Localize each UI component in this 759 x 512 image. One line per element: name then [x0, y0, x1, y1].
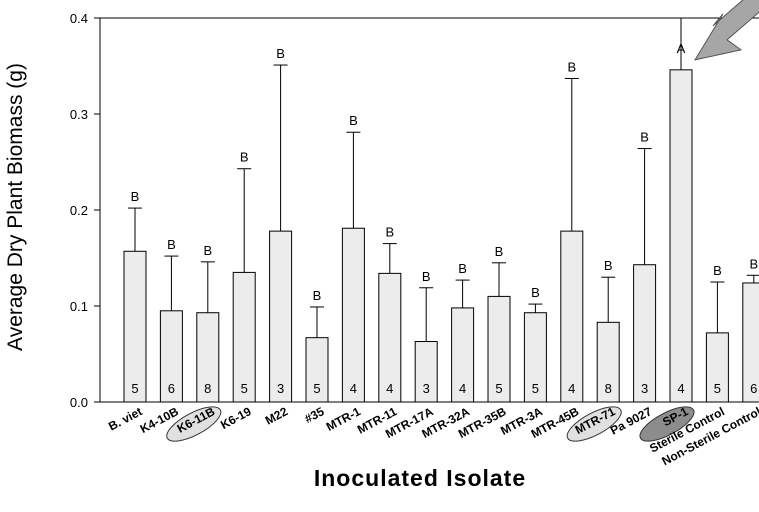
group-letter: A: [677, 41, 686, 56]
bar: [669, 69, 693, 403]
sample-size-label: 8: [204, 381, 211, 396]
sample-size-label: 5: [131, 381, 138, 396]
sample-size-label: 3: [423, 381, 430, 396]
group-letter: B: [640, 130, 649, 145]
bar: [269, 230, 293, 403]
sample-size-label: 4: [677, 381, 684, 396]
sample-size-label: 4: [386, 381, 393, 396]
circled-highlight: [166, 406, 222, 442]
x-tick-label: K6-19: [218, 404, 254, 432]
sample-size-label: 5: [313, 381, 320, 396]
sample-size-label: 3: [641, 381, 648, 396]
group-letter: B: [458, 261, 467, 276]
group-letter: B: [531, 285, 540, 300]
y-tick-label: 0.2: [70, 203, 88, 218]
group-letter: B: [276, 46, 285, 61]
sample-size-label: 5: [714, 381, 721, 396]
sample-size-label: 4: [350, 381, 357, 396]
group-letter: B: [385, 225, 394, 240]
x-tick-label: #35: [302, 404, 327, 426]
group-letter: B: [713, 263, 722, 278]
sample-size-label: 4: [459, 381, 466, 396]
group-letter: B: [167, 237, 176, 252]
group-letter: B: [240, 150, 249, 165]
sample-size-label: 8: [605, 381, 612, 396]
y-tick-label: 0.1: [70, 299, 88, 314]
sample-size-label: 4: [568, 381, 575, 396]
group-letter: B: [604, 258, 613, 273]
group-letter: B: [349, 113, 358, 128]
x-tick-label: B. viet: [106, 404, 144, 433]
group-letter: B: [749, 256, 758, 271]
circled-highlight: [639, 406, 695, 442]
group-letter: B: [567, 59, 576, 74]
sample-size-label: 5: [532, 381, 539, 396]
group-letter: B: [313, 288, 322, 303]
y-tick-label: 0.3: [70, 107, 88, 122]
bar: [123, 250, 147, 403]
sample-size-label: 6: [750, 381, 757, 396]
group-letter: B: [203, 243, 212, 258]
group-letter: B: [422, 269, 431, 284]
x-axis-title: Inoculated Isolate: [314, 465, 526, 491]
y-tick-label: 0.4: [70, 11, 88, 26]
bar: [560, 230, 584, 403]
sample-size-label: 3: [277, 381, 284, 396]
sample-size-label: 5: [241, 381, 248, 396]
y-tick-label: 0.0: [70, 395, 88, 410]
circled-highlight: [566, 406, 622, 442]
group-letter: B: [495, 244, 504, 259]
group-letter: B: [131, 189, 140, 204]
annotation-arrow: [693, 0, 759, 61]
sample-size-label: 6: [168, 381, 175, 396]
y-axis-title: Average Dry Plant Biomass (g): [4, 63, 27, 351]
bar: [341, 227, 365, 403]
x-tick-label: M22: [263, 404, 290, 427]
sample-size-label: 5: [495, 381, 502, 396]
